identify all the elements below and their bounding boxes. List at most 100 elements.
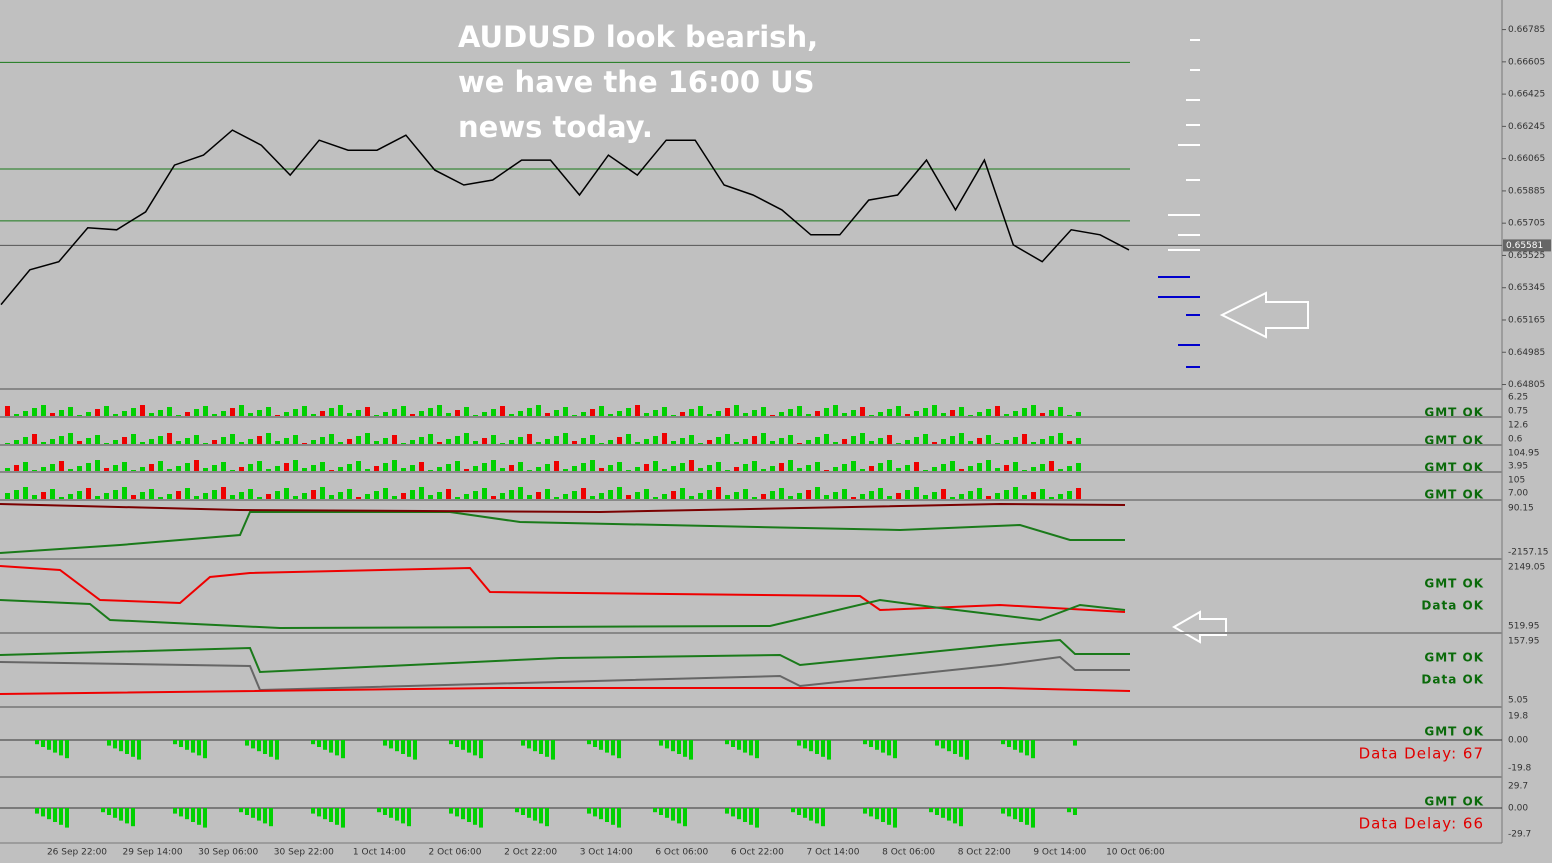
histogram-bar: [23, 411, 28, 417]
histogram-bar: [320, 437, 325, 445]
histogram-bar: [761, 433, 766, 445]
histogram-bar: [464, 469, 469, 472]
histogram-bar: [986, 409, 991, 417]
histogram-bar: [230, 434, 235, 445]
histogram-bar: [356, 497, 361, 499]
histogram-bar: [239, 808, 243, 813]
histogram-bar: [677, 808, 681, 824]
histogram-bar: [185, 808, 189, 820]
histogram-bar: [323, 808, 327, 820]
histogram-bar: [473, 808, 477, 825]
histogram-bar: [662, 469, 667, 472]
histogram-bar: [35, 740, 39, 745]
x-tick-label: 6 Oct 06:00: [655, 848, 708, 858]
histogram-bar: [383, 412, 388, 417]
histogram-bar: [113, 465, 118, 472]
histogram-bar: [680, 412, 685, 417]
histogram-bar: [869, 466, 874, 472]
histogram-bar: [659, 808, 663, 815]
histogram-bar: [14, 465, 19, 472]
histogram-bar: [113, 740, 117, 749]
histogram-bar: [653, 808, 657, 813]
histogram-bar: [1049, 436, 1054, 445]
histogram-bar: [896, 406, 901, 417]
histogram-bar: [245, 740, 249, 746]
histogram-bar: [680, 488, 685, 499]
histogram-bar: [413, 740, 417, 760]
histogram-bar: [401, 740, 405, 754]
histogram-bar: [941, 489, 946, 499]
histogram-bar: [842, 489, 847, 499]
histogram-bar: [581, 412, 586, 417]
histogram-bar: [521, 740, 525, 746]
histogram-bar: [482, 488, 487, 499]
histogram-bar: [14, 414, 19, 417]
histogram-bar: [275, 466, 280, 472]
histogram-bar: [803, 740, 807, 749]
status-text: GMT OK: [1424, 795, 1484, 809]
histogram-bar: [1031, 492, 1036, 499]
histogram-bar: [662, 494, 667, 499]
histogram-bar: [833, 467, 838, 472]
histogram-bar: [725, 495, 730, 499]
histogram-bar: [113, 808, 117, 818]
histogram-bar: [947, 740, 951, 752]
histogram-bar: [113, 490, 118, 499]
histogram-bar: [986, 460, 991, 472]
histogram-bar: [611, 740, 615, 756]
histogram-bar: [875, 808, 879, 820]
histogram-bar: [1001, 808, 1005, 814]
histogram-bar: [887, 460, 892, 472]
histogram-bar: [707, 465, 712, 472]
histogram-bar: [626, 434, 631, 445]
histogram-bar: [806, 490, 811, 499]
x-tick-label: 26 Sep 22:00: [47, 848, 107, 858]
histogram-bar: [581, 488, 586, 499]
histogram-bar: [959, 433, 964, 445]
histogram-bar: [887, 409, 892, 417]
histogram-bar: [887, 435, 892, 445]
histogram-bar: [599, 493, 604, 499]
histogram-bar: [1022, 434, 1027, 445]
x-tick-label: 2 Oct 06:00: [429, 848, 482, 858]
histogram-bar: [383, 438, 388, 445]
histogram-bar: [1031, 442, 1036, 445]
histogram-bar: [824, 434, 829, 445]
panel-axis-label: 7.00: [1508, 489, 1528, 499]
histogram-bar: [587, 740, 591, 745]
histogram-bar: [185, 412, 190, 417]
histogram-bar: [536, 492, 541, 499]
histogram-bar: [374, 441, 379, 445]
histogram-bar: [590, 460, 595, 472]
histogram-bar: [779, 412, 784, 417]
histogram-bar: [815, 437, 820, 445]
histogram-bar: [1040, 413, 1045, 417]
histogram-bar: [317, 808, 321, 817]
histogram-bar: [878, 438, 883, 445]
indicator-line: [0, 511, 1125, 554]
histogram-bar: [482, 463, 487, 472]
histogram-bar: [446, 439, 451, 445]
histogram-bar: [248, 413, 253, 417]
histogram-bar: [626, 495, 631, 499]
histogram-bar: [608, 440, 613, 445]
histogram-bar: [941, 740, 945, 749]
histogram-bar: [617, 487, 622, 499]
histogram-bar: [437, 467, 442, 472]
x-tick-label: 1 Oct 14:00: [353, 848, 406, 858]
histogram-bar: [50, 464, 55, 472]
histogram-bar: [527, 808, 531, 818]
histogram-bar: [749, 808, 753, 825]
histogram-bar: [149, 413, 154, 417]
histogram-bar: [284, 463, 289, 472]
histogram-bar: [878, 412, 883, 417]
histogram-bar: [995, 406, 1000, 417]
histogram-bar: [329, 808, 333, 822]
histogram-bar: [185, 438, 190, 445]
histogram-bar: [338, 405, 343, 417]
histogram-bar: [743, 808, 747, 822]
price-line: [0, 129, 1130, 306]
histogram-bar: [329, 408, 334, 417]
histogram-bar: [65, 740, 69, 759]
histogram-bar: [395, 808, 399, 821]
